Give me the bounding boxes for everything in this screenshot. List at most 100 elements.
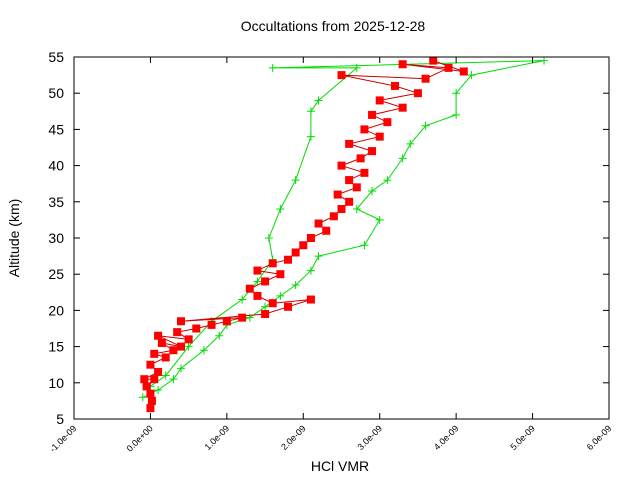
data-point-square [368,147,377,156]
y-tick-label: 5 [56,411,64,427]
data-point-plus [138,393,147,402]
data-point-square [192,324,201,333]
data-point-square [146,360,155,369]
data-point-square [184,335,193,344]
data-point-square [306,234,315,242]
y-tick-label: 25 [48,266,64,282]
y-tick-label: 15 [48,339,64,355]
data-point-square [444,63,453,72]
chart-title: Occultations from 2025-12-28 [241,18,426,34]
y-tick-label: 40 [48,158,64,174]
data-point-square [413,89,422,98]
data-point-plus [406,139,415,148]
y-tick-label: 35 [48,194,64,210]
data-point-square [333,190,342,199]
data-point-plus [306,266,315,275]
data-point-plus [360,241,369,250]
data-point-square [356,154,365,163]
y-tick-label: 55 [48,49,64,65]
data-point-plus [368,186,377,195]
data-point-square [245,284,254,293]
y-axis-label: Altitude (km) [6,199,22,278]
y-axis: 5 10 15 20 25 30 35 40 45 50 55 [48,49,609,427]
data-point-plus [306,107,315,116]
data-point-plus [276,205,285,214]
data-point-square [375,132,384,141]
data-point-square [383,118,392,127]
data-point-square [368,110,377,119]
data-point-plus [184,342,193,351]
data-point-square [284,302,292,311]
data-point-square [391,81,399,90]
data-point-square [150,349,159,358]
data-point-square [360,168,369,177]
y-tick-label: 45 [48,121,64,137]
data-point-square [291,248,300,257]
x-axis-label: HCl VMR [311,458,369,474]
data-point-plus [253,277,262,286]
data-point-plus [291,176,300,185]
data-point-plus [452,89,461,98]
data-point-square [142,382,151,391]
y-tick-label: 50 [48,85,64,101]
data-point-plus [314,96,323,105]
data-point-plus [161,371,170,380]
data-point-plus [215,331,224,340]
data-point-plus [238,295,247,304]
data-point-square [140,375,149,384]
data-point-square [157,338,166,347]
data-point-square [459,67,468,76]
y-tick-label: 30 [48,230,64,246]
data-point-square [276,270,285,279]
data-point-square [352,183,361,192]
data-point-plus [268,63,277,72]
data-point-square [337,161,346,170]
series-profile-red [140,57,468,413]
data-point-square [146,404,155,413]
data-point-square [177,317,185,326]
data-point-square [375,96,384,105]
data-point-plus [383,176,392,185]
data-point-square [322,226,331,235]
data-point-plus [398,154,407,163]
data-point-square [329,212,338,221]
data-point-plus [352,205,361,214]
data-point-square [261,277,270,286]
data-point-plus [291,281,300,290]
y-tick-label: 10 [48,375,64,391]
data-point-square [314,219,323,228]
data-point-square [345,197,354,206]
data-point-square [207,320,216,329]
data-point-plus [540,57,549,65]
data-point-square [268,259,277,268]
data-point-square [421,74,430,83]
data-point-square [398,103,407,112]
data-point-square [154,331,163,340]
data-point-square [177,342,185,351]
data-point-plus [199,346,208,355]
data-point-square [253,266,262,275]
plot-series [138,57,549,413]
data-point-square [345,176,354,185]
data-point-square [261,310,270,319]
data-point-square [360,125,369,134]
data-point-square [337,205,346,214]
data-point-plus [314,252,323,261]
data-point-plus [306,132,315,141]
data-point-square [169,346,178,355]
data-point-square [337,71,346,80]
data-point-square [429,57,438,65]
data-point-plus [375,215,384,224]
data-point-square [161,353,170,362]
data-point-plus [421,121,430,130]
data-point-square [238,313,247,322]
data-point-plus [177,364,185,373]
data-point-plus [467,71,476,80]
data-point-square [284,255,292,264]
data-point-square [154,367,163,376]
data-point-plus [261,302,270,311]
data-point-square [222,317,231,326]
data-point-plus [276,291,285,300]
